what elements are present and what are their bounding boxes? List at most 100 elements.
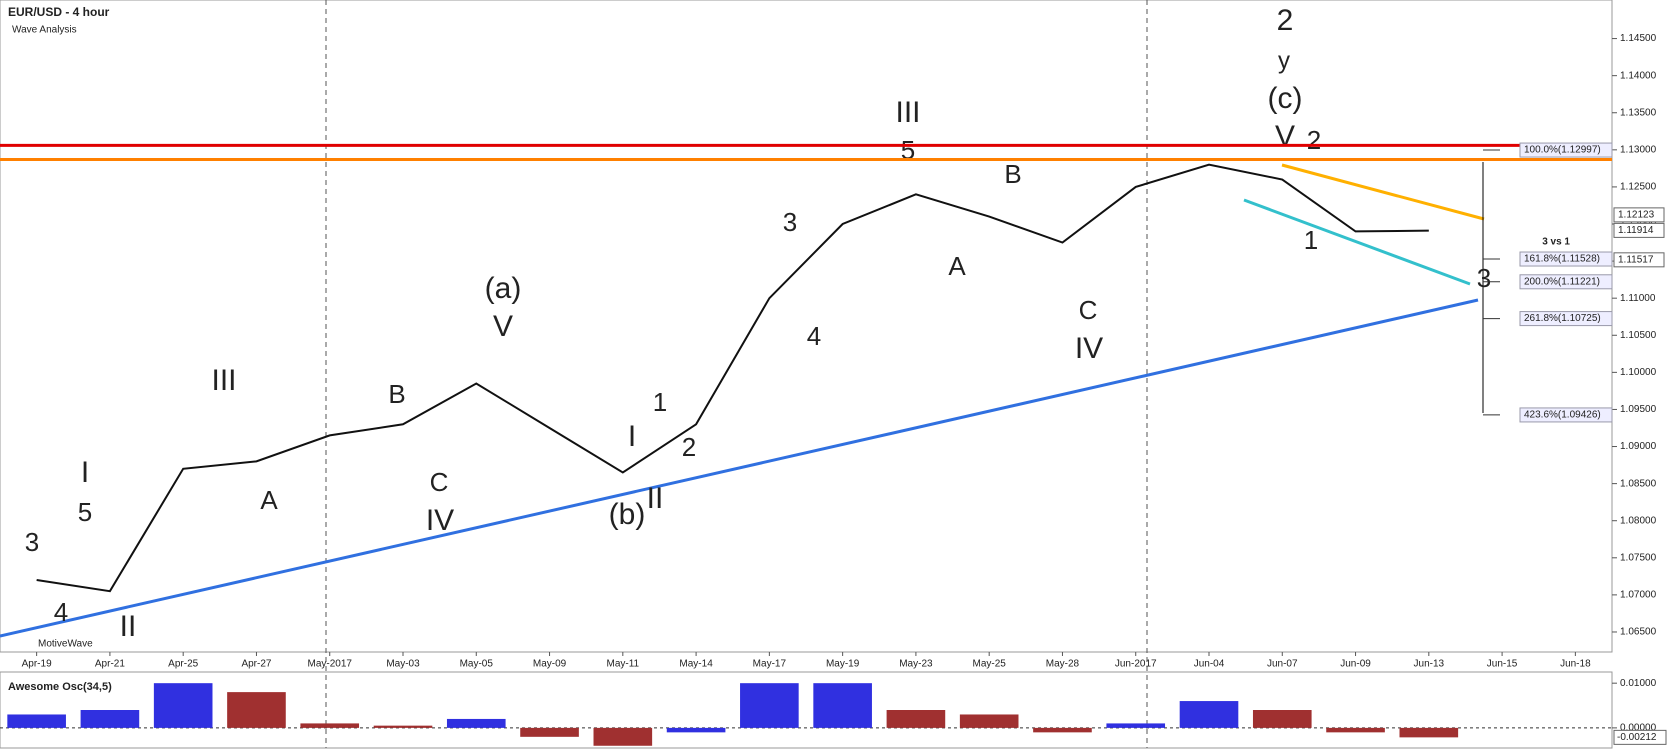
chart-title: EUR/USD - 4 hour <box>8 5 110 19</box>
wave-label: (c) <box>1268 82 1303 115</box>
y-tick-label: 1.13000 <box>1620 144 1657 155</box>
osc-bar <box>959 714 1019 728</box>
osc-bar <box>1326 727 1385 733</box>
price-tag-box <box>1613 207 1665 223</box>
wave-label: C <box>1079 295 1098 325</box>
fib-tag-box <box>1519 274 1613 290</box>
x-tick-label: Jun-13 <box>1414 659 1445 670</box>
price-line <box>36 163 1429 593</box>
osc-bar <box>227 692 286 728</box>
fib-tag-box <box>1519 142 1613 158</box>
wave-label: y <box>1278 47 1290 74</box>
wave-label: 3 <box>783 207 797 237</box>
osc-bar <box>1106 723 1166 728</box>
wave-label: 2 <box>1277 4 1294 37</box>
wave-label: B <box>1004 159 1021 189</box>
chart-subtitle: Wave Analysis <box>12 25 77 36</box>
osc-frame <box>0 671 1613 749</box>
fib-note: 3 vs 1 <box>1542 237 1570 248</box>
osc-bar <box>886 710 946 728</box>
y-tick-label: 1.07500 <box>1620 552 1657 563</box>
trendline <box>1281 163 1485 221</box>
y-tick-label: 0.00000 <box>1620 723 1657 734</box>
wave-label: III <box>211 364 236 397</box>
wave-label: 1 <box>1304 225 1318 255</box>
x-tick-label: Jun-07 <box>1267 659 1298 670</box>
y-tick-label: 0.01000 <box>1620 678 1657 689</box>
x-tick-label: May-09 <box>533 659 567 670</box>
wave-label: 5 <box>78 497 92 527</box>
wave-label: 2 <box>1307 125 1321 155</box>
wave-label: II <box>647 482 664 515</box>
osc-bar <box>813 683 872 728</box>
price-tag: 1.11517 <box>1618 254 1654 265</box>
osc-bar <box>300 723 360 728</box>
osc-bar <box>666 727 726 733</box>
wave-label: V <box>1275 120 1295 153</box>
wave-label: 4 <box>807 321 821 351</box>
osc-bar <box>1252 710 1312 728</box>
wave-label: 2 <box>682 432 696 462</box>
price-tag: 1.12123 <box>1618 210 1655 221</box>
x-tick-label: May-17 <box>753 659 787 670</box>
osc-bar <box>373 725 433 728</box>
trendline <box>0 298 1479 638</box>
wave-label: III <box>895 96 920 129</box>
wave-label: A <box>948 251 966 281</box>
x-tick-label: Apr-21 <box>95 659 125 670</box>
fib-tag-box <box>1519 251 1613 267</box>
x-tick-label: Jun-18 <box>1560 659 1591 670</box>
x-tick-label: Apr-27 <box>241 659 271 670</box>
osc-bar <box>1033 727 1092 733</box>
wave-label: 4 <box>54 597 68 627</box>
y-tick-label: 1.10000 <box>1620 367 1657 378</box>
fib-tag-box <box>1519 311 1613 327</box>
wave-label: I <box>81 456 89 489</box>
y-tick-label: 1.13500 <box>1620 107 1657 118</box>
wave-label: C <box>430 467 449 497</box>
y-tick-label: 1.10500 <box>1620 330 1657 341</box>
price-tag-box <box>1613 222 1665 238</box>
fib-tag: 261.8%(1.10725) <box>1524 313 1601 324</box>
wave-label: 5 <box>901 135 915 165</box>
price-tag: 1.11914 <box>1618 225 1654 236</box>
y-tick-label: 1.09500 <box>1620 404 1657 415</box>
trendline <box>1243 198 1471 286</box>
osc-bar <box>153 683 213 728</box>
x-tick-label: Apr-25 <box>168 659 198 670</box>
price-tag-box <box>1613 252 1665 268</box>
wave-label: II <box>120 610 137 643</box>
wave-label: (a) <box>485 272 522 305</box>
y-tick-label: 1.12500 <box>1620 182 1657 193</box>
wave-label: A <box>260 485 278 515</box>
fib-tag: 423.6%(1.09426) <box>1524 410 1601 421</box>
wave-label: V <box>493 310 513 343</box>
wave-label: 3 <box>1477 263 1491 293</box>
osc-bar <box>593 727 653 746</box>
value-tag-box <box>1613 729 1667 745</box>
osc-bar <box>446 718 506 728</box>
watermark: MotiveWave <box>38 639 93 650</box>
fib-tag: 100.0%(1.12997) <box>1524 145 1601 156</box>
y-tick-label: 1.06500 <box>1620 627 1657 638</box>
wave-label: (b) <box>609 498 646 531</box>
wave-label: IV <box>1075 332 1103 365</box>
x-tick-label: May-2017 <box>307 659 352 670</box>
osc-bar <box>80 710 140 728</box>
x-tick-label: May-05 <box>460 659 494 670</box>
osc-bar <box>1179 701 1239 728</box>
wave-label: I <box>628 420 636 453</box>
fib-tag-box <box>1519 407 1613 423</box>
osc-bar <box>740 683 799 728</box>
y-tick-label: 1.11000 <box>1620 293 1656 304</box>
y-tick-label: 1.07000 <box>1620 590 1657 601</box>
x-tick-label: May-19 <box>826 659 860 670</box>
wave-label: 1 <box>653 387 667 417</box>
osc-bar <box>7 714 66 728</box>
x-tick-label: May-11 <box>607 659 640 670</box>
x-tick-label: Jun-09 <box>1340 659 1371 670</box>
fib-tag: 161.8%(1.11528) <box>1524 254 1600 265</box>
x-tick-label: Jun-04 <box>1194 659 1225 670</box>
x-tick-label: Apr-19 <box>22 659 52 670</box>
